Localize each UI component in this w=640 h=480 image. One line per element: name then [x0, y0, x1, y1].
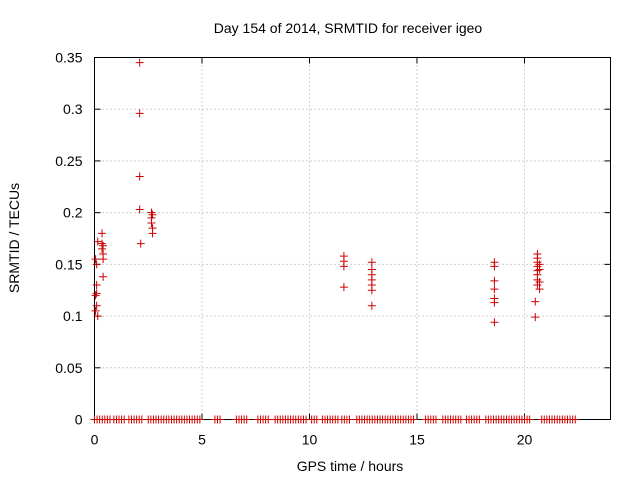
y-tick-label: 0	[75, 412, 83, 428]
x-tick-label: 20	[517, 432, 533, 448]
zero-data-point	[345, 415, 354, 424]
data-point	[490, 318, 499, 327]
data-point	[135, 172, 144, 181]
plot-frame	[94, 57, 611, 420]
zero-data-point	[216, 415, 225, 424]
y-axis-title: SRMTID / TECUs	[6, 183, 22, 293]
data-marks	[90, 58, 580, 424]
data-point	[490, 298, 499, 307]
data-point	[92, 289, 101, 298]
data-point	[148, 210, 157, 219]
y-tick-label: 0.2	[63, 205, 83, 221]
zero-data-point	[242, 415, 251, 424]
data-point	[99, 272, 108, 281]
data-point	[92, 301, 101, 310]
data-point	[531, 297, 540, 306]
data-point	[531, 313, 540, 322]
y-tick-label: 0.3	[63, 101, 83, 117]
zero-data-point	[571, 415, 580, 424]
data-point	[535, 285, 544, 294]
chart-title: Day 154 of 2014, SRMTID for receiver ige…	[214, 20, 483, 36]
data-point	[99, 250, 108, 259]
data-point	[98, 229, 107, 238]
zero-data-point	[195, 415, 204, 424]
data-point	[490, 276, 499, 285]
data-point	[490, 262, 499, 271]
data-point	[147, 218, 156, 227]
zero-data-point	[264, 415, 273, 424]
data-point	[135, 58, 144, 67]
data-point	[92, 260, 101, 269]
data-point	[148, 229, 157, 238]
x-tick-label: 5	[198, 432, 206, 448]
data-point	[93, 237, 102, 246]
x-tick-label: 10	[302, 432, 318, 448]
data-point	[135, 205, 144, 214]
data-point	[535, 277, 544, 286]
x-tick-labels: 0 5 10 15 20	[91, 432, 533, 448]
y-tick-label: 0.25	[55, 153, 82, 169]
zero-data-point	[431, 415, 440, 424]
data-point	[535, 265, 544, 274]
data-point	[490, 285, 499, 294]
data-point	[367, 286, 376, 295]
x-tick-label: 0	[91, 432, 99, 448]
data-point	[91, 291, 100, 300]
data-point	[93, 312, 102, 321]
data-point	[367, 301, 376, 310]
axis-ticks	[94, 57, 611, 420]
y-tick-label: 0.1	[63, 308, 83, 324]
zero-data-point	[525, 415, 534, 424]
x-tick-label: 15	[409, 432, 425, 448]
x-axis-title: GPS time / hours	[297, 458, 404, 474]
data-point	[99, 241, 108, 250]
y-tick-label: 0.35	[55, 50, 82, 66]
data-point	[136, 239, 145, 248]
zero-data-point	[409, 415, 418, 424]
y-tick-labels: 0 0.05 0.1 0.15 0.2 0.25 0.3 0.35	[55, 50, 82, 428]
data-point	[91, 306, 100, 315]
data-point	[91, 255, 100, 264]
data-point	[98, 239, 107, 248]
data-point	[92, 281, 101, 290]
data-point	[339, 283, 348, 292]
data-point	[367, 258, 376, 267]
data-point	[339, 262, 348, 271]
y-tick-label: 0.05	[55, 360, 82, 376]
grid	[94, 57, 611, 420]
y-tick-label: 0.15	[55, 256, 82, 272]
data-point	[135, 109, 144, 118]
